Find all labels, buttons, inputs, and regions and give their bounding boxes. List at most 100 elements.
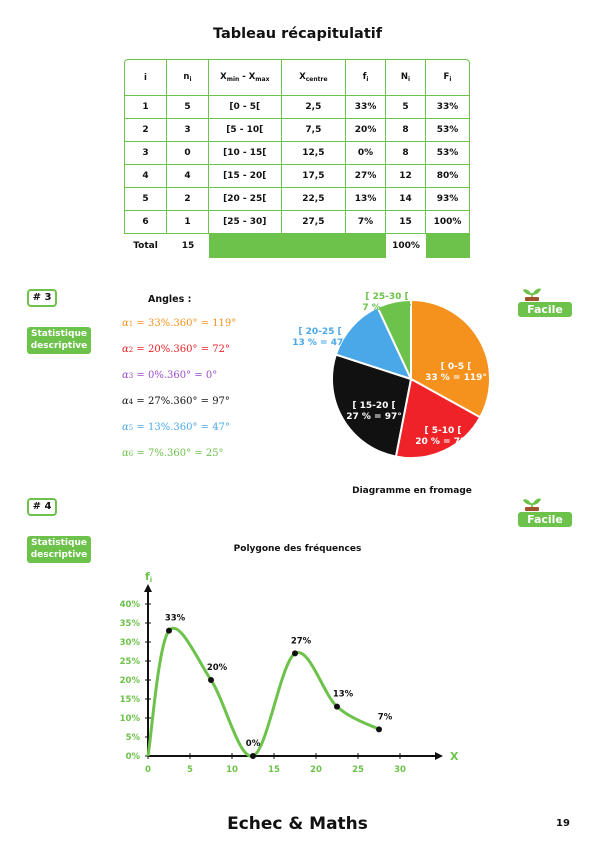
category-line-2: descriptive xyxy=(30,550,88,560)
data-point xyxy=(208,677,214,683)
total-filler-cell xyxy=(425,234,470,258)
table-cell: 4 xyxy=(124,165,167,188)
x-tick-label: 10 xyxy=(226,765,238,775)
table-cell: 6 xyxy=(124,211,167,234)
table-cell: 53% xyxy=(425,119,470,142)
table-cell: 5 xyxy=(386,96,426,119)
table-cell: 1 xyxy=(124,96,167,119)
x-tick-label: 15 xyxy=(268,765,280,775)
data-point-label: 27% xyxy=(291,636,312,646)
pie-slice-label: [ 15-20 [ xyxy=(352,401,395,411)
table-cell: 0% xyxy=(346,142,387,165)
y-tick-label: 35% xyxy=(120,619,141,629)
y-tick-label: 10% xyxy=(120,714,141,724)
table-cell: 8 xyxy=(386,119,426,142)
x-tick-label: 20 xyxy=(310,765,322,775)
table-cell: 93% xyxy=(425,188,470,211)
pie-slice xyxy=(376,298,412,380)
data-point xyxy=(334,703,340,710)
table-cell: [15 - 20[ xyxy=(208,165,282,188)
table-cell: 3 xyxy=(124,142,167,165)
table-cell: 2,5 xyxy=(281,96,347,119)
angle-formula: α1 = 33%.360° = 119° xyxy=(122,318,237,329)
angle-formula: α6 = 7%.360° = 25° xyxy=(122,448,224,459)
table-cell: [20 - 25[ xyxy=(208,188,282,211)
angle-formula: α5 = 13%.360° = 47° xyxy=(122,422,230,433)
table-header-cell: fi xyxy=(346,59,387,96)
data-point-label: 33% xyxy=(165,614,186,624)
table-cell: 13% xyxy=(346,188,387,211)
table-cell: 80% xyxy=(425,165,470,188)
angle-formula: α2 = 20%.360° = 72° xyxy=(122,344,230,355)
page-number: 19 xyxy=(556,818,570,829)
difficulty-badge-4: Facile xyxy=(518,512,572,527)
table-cell: 53% xyxy=(425,142,470,165)
footer-brand: Echec & Maths xyxy=(227,814,368,834)
category-line-1: Statistique xyxy=(31,538,87,548)
table-row: 4 4 [15 - 20[17,5 27% 12 80% xyxy=(124,165,470,188)
y-tick-label: 20% xyxy=(120,676,141,686)
data-point xyxy=(376,726,382,733)
table-header-cell: ni xyxy=(166,59,209,96)
y-axis-label: fi xyxy=(145,570,152,584)
pie-slice-value: 20 % = 72° xyxy=(415,437,471,447)
page-title: Tableau récapitulatif xyxy=(212,26,383,42)
x-tick-label: 30 xyxy=(394,765,406,775)
table-cell: 22,5 xyxy=(281,188,347,211)
pie-slice-value: 27 % = 97° xyxy=(346,412,402,422)
pie-slice-label: [ 25-30 [ xyxy=(365,292,408,302)
frequency-polygon-chart: fi X 0% 5% 10% 15% 20% 25% 30% 35% 40% 0 5 10 15 20 25 30… xyxy=(120,570,459,775)
table-header-cell: Xmin - Xmax xyxy=(208,59,282,96)
table-cell: 27,5 xyxy=(281,211,347,234)
table-cell: 17,5 xyxy=(281,165,347,188)
y-tick-label: 25% xyxy=(120,657,141,667)
table-cell: 15 xyxy=(386,211,426,234)
data-point-label: 0% xyxy=(246,739,261,749)
pie-slice-value: 13 % = 47° xyxy=(292,338,348,348)
y-tick-label: 5% xyxy=(126,733,141,743)
x-tick-label: 0 xyxy=(145,765,151,775)
table-cell: 5 xyxy=(166,96,209,119)
table-cell: 12 xyxy=(386,165,426,188)
table-cell: 33% xyxy=(425,96,470,119)
table-header-cell: Fi xyxy=(425,59,470,96)
y-tick-label: 30% xyxy=(120,638,141,648)
table-row: 1 5 [0 - 5[2,5 33% 5 33% xyxy=(124,96,470,119)
exercise-number-3: # 3 xyxy=(27,289,57,307)
table-cell: 5 xyxy=(124,188,167,211)
difficulty-badge-3: Facile xyxy=(518,302,572,317)
data-point-label: 13% xyxy=(333,690,354,700)
category-badge-4: Statistique descriptive xyxy=(27,536,91,563)
data-point xyxy=(166,627,172,634)
chart-title: Polygone des fréquences xyxy=(233,544,362,554)
pie-slice-value: 33 % = 119° xyxy=(425,373,487,383)
data-point xyxy=(250,753,256,759)
pie-caption: Diagramme en fromage xyxy=(352,486,472,496)
table-cell: 2 xyxy=(124,119,167,142)
angles-list: α1 = 33%.360° = 119° α2 = 20%.360° = 72° α… xyxy=(122,318,236,474)
table-cell: 3 xyxy=(166,119,209,142)
table-cell: 27% xyxy=(346,165,387,188)
angles-title: Angles : xyxy=(148,294,192,305)
table-cell: [5 - 10[ xyxy=(208,119,282,142)
table-cell: 7,5 xyxy=(281,119,347,142)
category-badge-3: Statistique descriptive xyxy=(27,327,91,354)
angle-formula: α4 = 27%.360° = 97° xyxy=(122,396,230,407)
table-cell: 7% xyxy=(346,211,387,234)
table-row: 5 2 [20 - 25[22,5 13% 14 93% xyxy=(124,188,470,211)
total-cell: 15 xyxy=(181,241,195,251)
y-tick-label: 40% xyxy=(120,600,141,610)
table-total-row: Total 15 100% xyxy=(124,234,470,258)
pie-slice-value: 7 % = 25° xyxy=(362,303,411,313)
data-point xyxy=(292,650,298,657)
pie-slice-label: [ 20-25 [ xyxy=(298,327,341,337)
y-axis-arrow xyxy=(144,584,152,592)
category-line-1: Statistique xyxy=(31,329,87,339)
pie-chart: [ 0-5 [33 % = 119° [ 5-10 [20 % = 72° [ 15… xyxy=(292,292,491,459)
table-header-cell: Ni xyxy=(386,59,426,96)
pie-slice xyxy=(331,353,413,458)
table-row: 3 0 [10 - 15[12,5 0% 8 53% xyxy=(124,142,470,165)
total-cell: Total xyxy=(133,241,158,251)
table-header-cell: i xyxy=(124,59,167,96)
table-cell: [10 - 15[ xyxy=(208,142,282,165)
